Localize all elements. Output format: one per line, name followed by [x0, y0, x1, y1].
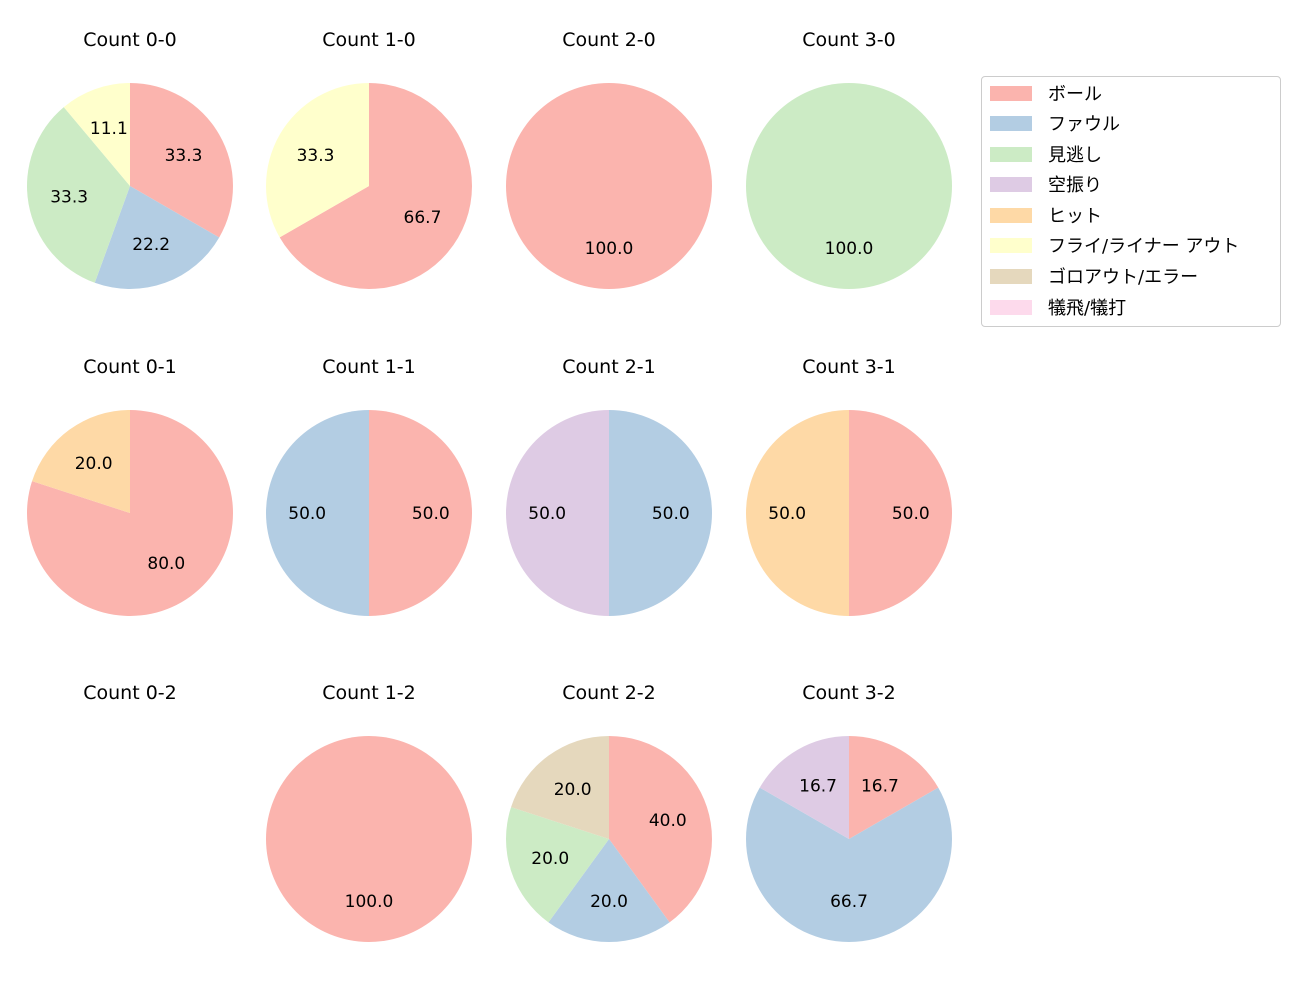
slice-label: 100.0: [585, 239, 634, 259]
legend-label: ファウル: [1048, 114, 1120, 135]
pie-slice: [506, 410, 609, 616]
pie-slice: [511, 736, 609, 839]
pie-slice: [266, 83, 369, 238]
pie-slice: [849, 410, 952, 616]
slice-label: 33.3: [297, 146, 335, 166]
slice-label: 16.7: [861, 776, 899, 796]
subplot-title: Count 2-0: [562, 29, 656, 51]
slice-label: 50.0: [652, 504, 690, 524]
pie-subplot: Count 2-2 40.0 20.0 20.0 20.0: [489, 666, 729, 966]
legend-label: 空振り: [1048, 175, 1102, 196]
pie-slice: [609, 736, 712, 923]
slice-label: 20.0: [554, 780, 592, 800]
slice-label: 33.3: [50, 188, 88, 208]
pie-slice: [94, 186, 220, 289]
pie-slice: [266, 736, 472, 942]
slice-label: 40.0: [649, 811, 687, 831]
legend-item: ヒット: [990, 200, 1102, 230]
legend-item: フライ/ライナー アウト: [990, 230, 1239, 260]
legend-item: ファウル: [990, 108, 1120, 138]
legend-item: 見逃し: [990, 139, 1102, 169]
slice-label: 20.0: [590, 892, 628, 912]
slice-label: 33.3: [165, 146, 203, 166]
pie-slice: [130, 83, 233, 238]
slice-label: 16.7: [799, 776, 837, 796]
pie-slice: [548, 839, 670, 942]
legend-swatch: [990, 207, 1032, 223]
pie-slice: [63, 83, 130, 186]
pie-subplot: Count 0-0 33.3 22.2 33.3 11.1: [10, 13, 250, 313]
slice-label: 80.0: [147, 554, 185, 574]
legend-label: ゴロアウト/エラー: [1048, 267, 1199, 288]
pie-slice: [27, 107, 131, 283]
legend-label: ボール: [1048, 84, 1102, 105]
pie-slice: [32, 410, 130, 513]
slice-label: 11.1: [90, 119, 128, 139]
subplot-title: Count 0-2: [83, 682, 177, 704]
pie-slice: [746, 83, 952, 289]
pie-subplot: Count 2-0 100.0: [489, 13, 729, 313]
pie-subplot: Count 3-1 50.0 50.0: [729, 340, 969, 640]
pie-subplot: Count 3-0 100.0: [729, 13, 969, 313]
subplot-title: Count 1-0: [322, 29, 416, 51]
subplot-title: Count 3-2: [802, 682, 896, 704]
pie-slice: [759, 736, 849, 839]
legend-label: フライ/ライナー アウト: [1048, 236, 1240, 257]
legend-label: ヒット: [1048, 206, 1102, 227]
slice-label: 50.0: [288, 504, 326, 524]
pie-subplot: Count 1-0 66.7 33.3: [249, 13, 489, 313]
legend-swatch: [990, 237, 1032, 253]
pie-subplot: Count 1-1 50.0 50.0: [249, 340, 489, 640]
slice-label: 22.2: [132, 235, 170, 255]
pie-slice: [746, 410, 849, 616]
pie-slice: [746, 787, 952, 942]
legend-item: 空振り: [990, 169, 1102, 199]
legend-item: 犠飛/犠打: [990, 292, 1126, 322]
slice-label: 66.7: [830, 892, 868, 912]
subplot-title: Count 2-2: [562, 682, 656, 704]
slice-label: 100.0: [825, 239, 874, 259]
legend-label: 見逃し: [1048, 145, 1102, 166]
legend-swatch: [990, 268, 1032, 284]
subplot-title: Count 0-0: [83, 29, 177, 51]
subplot-title: Count 1-1: [322, 356, 416, 378]
slice-label: 50.0: [528, 504, 566, 524]
slice-label: 50.0: [412, 504, 450, 524]
pie-slice: [609, 410, 712, 616]
subplot-title: Count 3-0: [802, 29, 896, 51]
slice-label: 20.0: [75, 454, 113, 474]
legend-swatch: [990, 146, 1032, 162]
pie-slice: [279, 83, 472, 289]
legend-swatch: [990, 176, 1032, 192]
slice-label: 100.0: [345, 892, 394, 912]
pie-slice: [506, 807, 609, 923]
subplot-title: Count 3-1: [802, 356, 896, 378]
pie-subplot: Count 0-1 80.0 20.0: [10, 340, 250, 640]
slice-label: 66.7: [404, 208, 442, 228]
legend: ボール ファウル 見逃し 空振り ヒット フライ/ライナー アウト ゴロアウト/…: [981, 76, 1281, 327]
pie-subplot: Count 0-2: [10, 666, 250, 966]
slice-label: 50.0: [768, 504, 806, 524]
slice-label: 20.0: [531, 849, 569, 869]
pie-subplot: Count 1-2 100.0: [249, 666, 489, 966]
legend-label: 犠飛/犠打: [1048, 298, 1127, 319]
legend-item: ゴロアウト/エラー: [990, 261, 1198, 291]
pie-slice: [266, 410, 369, 616]
subplot-title: Count 2-1: [562, 356, 656, 378]
pie-subplot: Count 3-2 16.7 66.7 16.7: [729, 666, 969, 966]
slice-label: 50.0: [892, 504, 930, 524]
pie-slice: [369, 410, 472, 616]
legend-swatch: [990, 85, 1032, 101]
legend-swatch: [990, 115, 1032, 131]
subplot-title: Count 1-2: [322, 682, 416, 704]
subplot-title: Count 0-1: [83, 356, 177, 378]
legend-swatch: [990, 299, 1032, 315]
pie-subplot: Count 2-1 50.0 50.0: [489, 340, 729, 640]
pie-slice: [849, 736, 939, 839]
pie-slice: [506, 83, 712, 289]
pie-slice: [26, 410, 233, 616]
legend-item: ボール: [990, 78, 1102, 108]
